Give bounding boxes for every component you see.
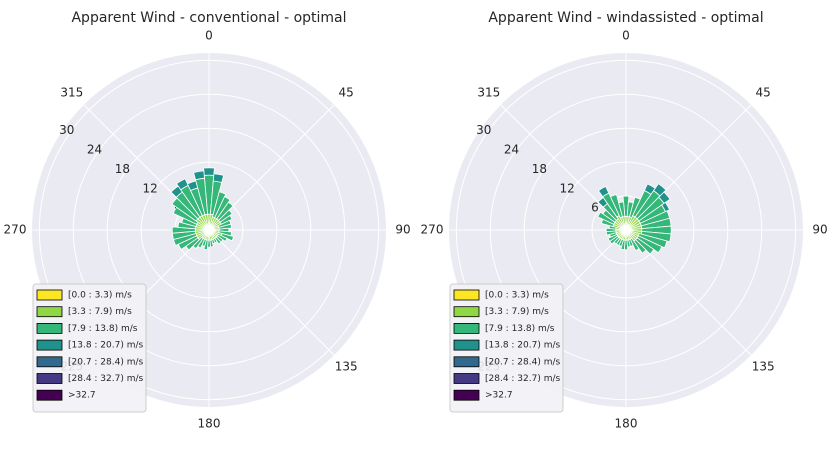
angle-tick-label: 45 — [339, 85, 354, 99]
polar-chart: Apparent Wind - conventional - optimal 0 4… — [4, 10, 411, 431]
angle-tick-label: 45 — [756, 85, 771, 99]
legend-swatch — [36, 339, 63, 351]
angle-tick-label: 0 — [622, 29, 630, 43]
radial-tick-label: 18 — [532, 162, 547, 176]
bar-segment — [212, 173, 225, 183]
bar-segment — [203, 167, 215, 176]
legend-swatch — [453, 322, 480, 334]
legend-label: >32.7 — [485, 391, 513, 401]
legend-swatch — [453, 306, 480, 318]
radial-tick-label: 12 — [559, 181, 574, 195]
angle-tick-label: 0 — [205, 29, 213, 43]
legend-label: [20.7 : 28.4) m/s — [68, 357, 144, 367]
angle-tick-label: 180 — [615, 417, 638, 431]
legend-label: [13.8 : 20.7) m/s — [68, 341, 144, 351]
legend-swatch — [36, 322, 63, 334]
radial-tick-label: 30 — [476, 123, 491, 137]
angle-tick-label: 315 — [60, 85, 83, 99]
grid-spoke — [208, 229, 335, 356]
angle-tick-label: 135 — [335, 360, 358, 374]
radial-tick-label: 30 — [59, 123, 74, 137]
radial-tick-label: 6 — [591, 201, 599, 215]
chart-title: Apparent Wind - conventional - optimal — [71, 10, 346, 26]
angle-tick-label: 270 — [421, 223, 444, 237]
legend-swatch — [453, 339, 480, 351]
legend-label: [3.3 : 7.9) m/s — [68, 307, 132, 317]
legend-label: >32.7 — [68, 391, 96, 401]
angle-tick-label: 270 — [4, 223, 27, 237]
legend-label: [28.4 : 32.7) m/s — [68, 374, 144, 384]
legend-swatch — [453, 289, 480, 301]
legend-label: [0.0 : 3.3) m/s — [485, 291, 549, 301]
radial-tick-label: 12 — [142, 181, 157, 195]
angle-tick-label: 90 — [812, 223, 827, 237]
bar-segment — [618, 201, 626, 218]
polar-chart: Apparent Wind - windassisted - optimal 0 4… — [421, 10, 828, 431]
legend-swatch — [36, 356, 63, 368]
legend-swatch — [453, 389, 480, 401]
legend-swatch — [453, 373, 480, 384]
legend-label: [7.9 : 13.8) m/s — [485, 324, 555, 334]
legend-swatch — [453, 356, 480, 368]
radial-tick-label: 24 — [504, 142, 519, 156]
radial-tick-label: 24 — [87, 142, 102, 156]
legend-swatch — [36, 389, 63, 401]
bar-segment — [597, 185, 610, 198]
legend-swatch — [36, 289, 63, 301]
legend-label: [20.7 : 28.4) m/s — [485, 357, 561, 367]
legend-label: [0.0 : 3.3) m/s — [68, 291, 132, 301]
legend-label: [28.4 : 32.7) m/s — [485, 374, 561, 384]
radial-tick-label: 18 — [115, 162, 130, 176]
legend-label: [7.9 : 13.8) m/s — [68, 324, 138, 334]
legend-swatch — [36, 306, 63, 318]
chart-title: Apparent Wind - windassisted - optimal — [488, 10, 763, 26]
angle-tick-label: 315 — [477, 85, 500, 99]
legend-swatch — [36, 373, 63, 384]
bar-segment — [193, 170, 205, 181]
angle-tick-label: 90 — [395, 223, 410, 237]
angle-tick-label: 180 — [198, 417, 221, 431]
legend-label: [13.8 : 20.7) m/s — [485, 341, 561, 351]
angle-tick-label: 135 — [752, 360, 775, 374]
legend-label: [3.3 : 7.9) m/s — [485, 307, 549, 317]
